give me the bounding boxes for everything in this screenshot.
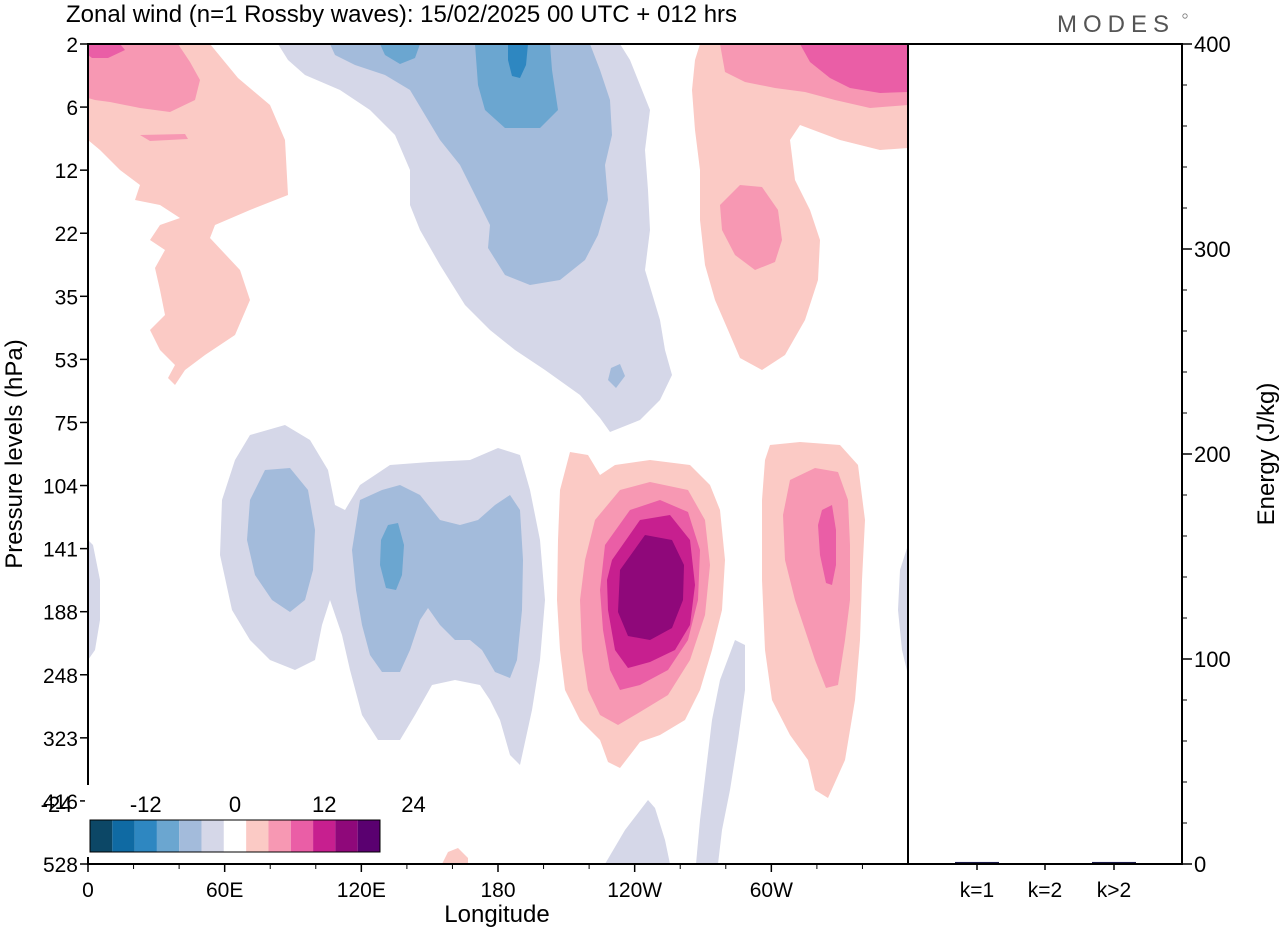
colorbar-label: 12: [312, 792, 336, 817]
y-tick-label: 6: [66, 97, 78, 120]
colorbar-label: -24: [41, 792, 73, 817]
contour-pos-upper-left-9: [88, 44, 125, 58]
y-tick-label: 104: [43, 476, 78, 499]
colorbar-swatch: [134, 820, 157, 852]
x-tick-label: 0: [82, 879, 94, 902]
chart-title: Zonal wind (n=1 Rossby waves): 15/02/202…: [66, 1, 737, 28]
colorbar-label: -12: [130, 792, 162, 817]
x-axis-label: Longitude: [444, 901, 549, 928]
colorbar: -24 -12 0 12 24: [41, 785, 426, 857]
contour-pos-120w-15: [618, 535, 684, 640]
energy-tick-label: 400: [1194, 32, 1231, 57]
colorbar-swatch: [335, 820, 358, 852]
y-axis-label: Pressure levels (hPa): [1, 339, 28, 568]
contour-neg-edge-left: [88, 540, 100, 660]
contour-neg-low-1: [696, 640, 745, 864]
contour-pos-upper-right-9: [800, 44, 908, 93]
colorbar-label: 24: [401, 792, 425, 817]
colorbar-swatch: [156, 820, 180, 852]
contour-pos-upper-right-3: [692, 44, 908, 370]
energy-bar: [1092, 861, 1136, 864]
energy-tick-label: 0: [1194, 852, 1206, 877]
x-tick-label: 60E: [206, 879, 243, 902]
y-tick-label: 75: [55, 412, 78, 435]
colorbar-swatch: [223, 820, 247, 852]
energy-panel-background: [908, 44, 1182, 864]
colorbar-swatch: [201, 820, 224, 852]
y-tick-label: 141: [43, 539, 78, 562]
copyright-mark: [1182, 13, 1188, 19]
colorbar-label: 0: [229, 792, 241, 817]
contour-neg-trop-6-left: [247, 468, 315, 612]
colorbar-swatch: [290, 820, 314, 852]
colorbar-swatch: [357, 820, 380, 852]
x-tick-label: 60W: [750, 879, 793, 902]
contour-pos-upper-left-6: [88, 44, 200, 112]
y-tick-label: 35: [55, 286, 78, 309]
y-tick-label: 53: [55, 349, 78, 372]
energy-axis-label: Energy (J/kg): [1253, 383, 1280, 526]
contour-neg-strat-dot: [608, 364, 625, 388]
x-axis-ticks: 0 60E 120E 180 120W 60W: [82, 864, 863, 902]
y-tick-label: 2: [66, 34, 78, 57]
modes-logo: MODES: [1057, 11, 1188, 38]
contour-neg-low-2: [605, 800, 670, 864]
y-tick-label: 323: [43, 728, 78, 751]
logo-text: MODES: [1057, 11, 1175, 38]
contour-pos-upper-left-3: [88, 44, 288, 385]
energy-category-label: k>2: [1097, 879, 1131, 902]
colorbar-swatch: [112, 820, 135, 852]
y-tick-label: 416: [43, 791, 78, 814]
y-tick-label: 528: [43, 854, 78, 877]
y-axis-ticks: 2 6 12 22 35 53 75 104 141 188 248 323 416 528: [43, 34, 88, 877]
contour-pos-upper-left-6b: [140, 134, 188, 141]
x-tick-label: 180: [480, 879, 515, 902]
energy-tick-label: 300: [1194, 237, 1231, 262]
energy-axis-ticks: 0 100 200 300 400: [1182, 32, 1231, 877]
energy-tick-label: 100: [1194, 647, 1231, 672]
energy-bars: [955, 861, 1136, 864]
colorbar-swatches: [89, 819, 381, 853]
heatmap-panel: 2 6 12 22 35 53 75 104 141 188 248 323 416 528 0 60E 12…: [1, 34, 909, 928]
contour-neg-strat-9b: [475, 44, 558, 128]
y-tick-label: 22: [55, 223, 78, 246]
colorbar-swatch: [179, 820, 202, 852]
contour-neg-trop-9: [380, 523, 404, 590]
colorbar-labels: -24 -12 0 12 24: [41, 792, 426, 817]
energy-panel: 0 100 200 300 400 k=1 k=2 k>2 Energy (J/kg): [907, 32, 1280, 902]
x-tick-label: 120W: [607, 879, 662, 902]
y-tick-label: 248: [43, 665, 78, 688]
contour-pos-upper-right-6b: [720, 185, 782, 270]
contour-neg-strat-12: [508, 44, 528, 78]
colorbar-swatch: [246, 820, 269, 852]
contour-neg-edge-right: [898, 545, 908, 675]
colorbar-swatch: [268, 820, 291, 852]
energy-category-labels: k=1 k=2 k>2: [960, 864, 1131, 902]
y-tick-label: 12: [55, 160, 78, 183]
colorbar-swatch: [90, 820, 113, 852]
energy-category-label: k=1: [960, 879, 994, 902]
contour-pos-45w-9: [818, 505, 836, 585]
energy-category-label: k=2: [1028, 879, 1062, 902]
contour-neg-strat-9: [380, 44, 420, 64]
y-tick-label: 188: [43, 602, 78, 625]
energy-tick-label: 200: [1194, 442, 1231, 467]
x-tick-label: 120E: [337, 879, 386, 902]
energy-bar: [955, 861, 999, 864]
contour-fills: [88, 44, 908, 864]
colorbar-swatch: [313, 820, 336, 852]
colorbar-frame: [89, 819, 381, 853]
contour-pos-low-1: [442, 848, 468, 864]
